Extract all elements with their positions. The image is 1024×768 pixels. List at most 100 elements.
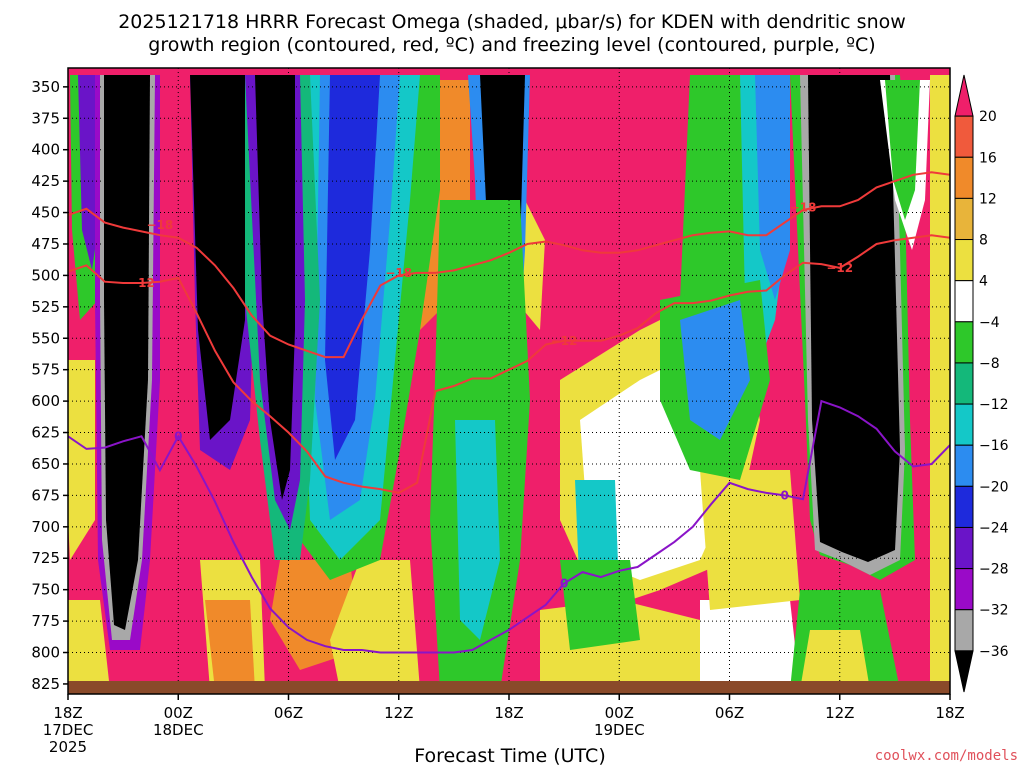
omega-region: [330, 560, 420, 690]
omega-region: [104, 75, 150, 630]
x-tick-label: 06Z: [274, 704, 303, 722]
colorbar-label: −32: [979, 603, 1009, 619]
colorbar-label: −20: [979, 479, 1009, 495]
x-tick-label: 00Z: [605, 704, 634, 722]
colorbar-label: 4: [979, 274, 988, 290]
colorbar-cell: [954, 403, 974, 446]
contour-label-dgz_top: −18: [385, 266, 412, 280]
colorbar-cell: [954, 650, 974, 693]
y-tick-label: 775: [31, 612, 60, 630]
colorbar-label: −36: [979, 644, 1009, 660]
omega-region: [800, 630, 870, 690]
y-tick-label: 800: [31, 644, 60, 662]
colorbar-cell: [954, 485, 974, 528]
colorbar-label: −12: [979, 397, 1009, 413]
chart-title-line1: 2025121718 HRRR Forecast Omega (shaded, …: [118, 11, 906, 33]
omega-region: [755, 75, 790, 300]
colorbar-cell: [954, 74, 974, 117]
x-tick-label: 12Z: [384, 704, 413, 722]
y-tick-label: 500: [31, 266, 60, 284]
y-tick-label: 400: [31, 141, 60, 159]
colorbar-cell: [954, 609, 974, 652]
y-tick-label: 625: [31, 424, 60, 442]
x-tick-label: 2025: [49, 738, 87, 756]
colorbar-label: 8: [979, 233, 988, 249]
x-tick-label: 12Z: [825, 704, 854, 722]
contour-labels: −18 −18 −18 −12 −12 −12 0 0 0: [128, 201, 853, 591]
colorbar-label: −16: [979, 438, 1009, 454]
y-tick-label: 750: [31, 581, 60, 599]
y-tick-label: 525: [31, 298, 60, 316]
x-tick-label: 18Z: [494, 704, 523, 722]
colorbar-cell: [954, 156, 974, 199]
x-tick-label: 06Z: [715, 704, 744, 722]
colorbar-cell: [954, 362, 974, 405]
y-tick-label: 425: [31, 172, 60, 190]
contour-line-dgz_bottom: [68, 234, 950, 494]
colorbar-cell: [954, 115, 974, 158]
contour-label-dgz_top: −18: [790, 201, 817, 215]
colorbar-cell: [954, 280, 974, 323]
x-tick-label: 00Z: [164, 704, 193, 722]
contour-label-freezing: 0: [560, 576, 568, 590]
colorbar-label: 12: [979, 191, 997, 207]
omega-region: [68, 600, 110, 690]
x-tick-label: 18Z: [53, 704, 82, 722]
colorbar-cell: [954, 197, 974, 241]
contour-label-freezing: 0: [780, 488, 788, 502]
y-tick-label: 350: [31, 78, 60, 96]
y-tick-label: 375: [31, 109, 60, 127]
x-tick-label: 18DEC: [153, 721, 204, 739]
omega-region: [205, 600, 255, 690]
x-axis-label: Forecast Time (UTC): [414, 745, 605, 767]
omega-region: [700, 600, 800, 690]
omega-region: [680, 300, 750, 440]
contour-label-dgz_bottom: −12: [128, 276, 155, 290]
x-tick-label: 18Z: [935, 704, 964, 722]
omega-region: [455, 420, 500, 640]
y-tick-label: 550: [31, 329, 60, 347]
omega-region: [560, 560, 640, 650]
colorbar-cell: [954, 444, 974, 487]
omega-region: [325, 75, 380, 460]
contour-label-freezing: 0: [174, 429, 182, 443]
credit-text: coolwx.com/models: [875, 748, 1018, 764]
omega-region: [930, 75, 950, 690]
colorbar-label: −28: [979, 562, 1009, 578]
terrain: [68, 681, 950, 694]
colorbar-cell: [954, 239, 974, 282]
y-tick-label: 575: [31, 361, 60, 379]
chart-title-line2: growth region (contoured, red, ºC) and f…: [148, 34, 875, 56]
y-tick-label: 650: [31, 455, 60, 473]
y-tick-label: 450: [31, 204, 60, 222]
colorbar: 20 16 12 8 4 −4 −8 −12 −16 −20 −24 −28 −32 −36: [954, 74, 1009, 693]
omega-region: [885, 80, 920, 220]
contour-label-dgz_bottom: −12: [826, 261, 853, 275]
colorbar-cell: [954, 321, 974, 364]
y-axis: 350 375 400 425 450 475 500 525 550 575 600 625 650 6…: [31, 78, 68, 693]
colorbar-label: 20: [979, 109, 997, 125]
contour-label-dgz_bottom: −12: [551, 334, 578, 348]
colorbar-cell: [954, 568, 974, 611]
x-tick-label: 17DEC: [43, 721, 94, 739]
gridlines: [67, 68, 951, 694]
contour-line-freezing: [68, 399, 950, 654]
omega-region: [700, 470, 800, 610]
colorbar-label: −4: [979, 315, 1000, 331]
omega-region: [808, 75, 900, 562]
contour-line-dgz_top: [68, 171, 950, 359]
y-tick-label: 825: [31, 675, 60, 693]
contour-label-dgz_top: −18: [146, 218, 173, 232]
colorbar-cell: [954, 526, 974, 570]
omega-region: [190, 75, 245, 440]
colorbar-label: −24: [979, 520, 1009, 536]
dgz-contours: [68, 171, 950, 654]
colorbar-label: −8: [979, 356, 1000, 372]
y-tick-label: 700: [31, 518, 60, 536]
omega-region: [68, 360, 95, 560]
colorbar-label: 16: [979, 150, 997, 166]
omega-shading: [68, 68, 950, 694]
y-tick-label: 600: [31, 392, 60, 410]
